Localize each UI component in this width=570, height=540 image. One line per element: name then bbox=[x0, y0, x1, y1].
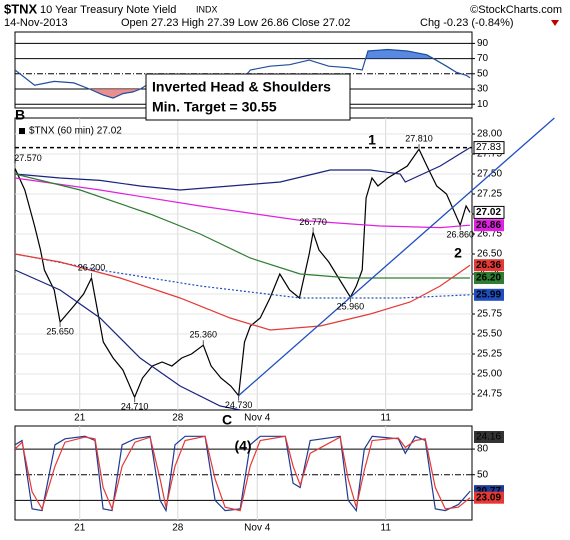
series-line bbox=[15, 253, 471, 299]
series-line bbox=[15, 269, 241, 410]
end-value-label: 26.36 bbox=[476, 260, 501, 271]
y-tick-label: 50 bbox=[477, 469, 489, 480]
value-box bbox=[474, 219, 504, 232]
value-box bbox=[474, 491, 504, 504]
y-tick-label: 90 bbox=[477, 38, 489, 49]
wave-label: C bbox=[222, 412, 232, 428]
value-box bbox=[474, 272, 504, 284]
point-label: 24.730 bbox=[225, 400, 253, 410]
y-tick-label: 26.75 bbox=[477, 229, 502, 240]
series-line bbox=[15, 148, 471, 399]
legend-label: $TNX (60 min) 27.02 bbox=[29, 126, 122, 137]
value-box bbox=[473, 141, 505, 155]
panel-frame bbox=[14, 117, 473, 411]
value-box bbox=[474, 431, 504, 443]
end-value-label: 25.99 bbox=[476, 289, 501, 300]
y-tick-label: 25.75 bbox=[477, 309, 502, 320]
y-tick-label: 24.75 bbox=[477, 389, 502, 400]
point-label: 26.770 bbox=[299, 217, 327, 227]
y-tick-label: 50 bbox=[477, 68, 489, 79]
top-value-label: 24.16 bbox=[476, 432, 501, 443]
symbol: $TNX bbox=[4, 1, 38, 16]
hline-label: 27.83 bbox=[476, 142, 501, 153]
point-label: 27.570 bbox=[14, 153, 42, 163]
value-box bbox=[474, 259, 504, 272]
series-line bbox=[15, 435, 471, 512]
x-tick-label: Nov 4 bbox=[244, 523, 271, 534]
y-tick-label: 30 bbox=[477, 84, 489, 95]
x-tick-label: 11 bbox=[381, 523, 392, 534]
y-tick-label: 27.25 bbox=[477, 189, 502, 200]
y-tick-label: 26.50 bbox=[477, 249, 502, 260]
y-tick-label: 25.25 bbox=[477, 349, 502, 360]
point-label: 25.650 bbox=[46, 326, 74, 336]
y-tick-label: 10 bbox=[477, 99, 489, 110]
value-box bbox=[474, 288, 504, 301]
series-line bbox=[15, 147, 471, 191]
y-tick-label: 25.50 bbox=[477, 329, 502, 340]
quote: Open 27.23 High 27.39 Low 26.86 Close 27… bbox=[121, 17, 350, 29]
y-tick-label: 70 bbox=[477, 53, 489, 64]
credit: ©StockCharts.com bbox=[470, 4, 562, 16]
trend-line bbox=[238, 117, 555, 397]
down-arrow bbox=[551, 20, 559, 26]
change: Chg -0.23 (-0.84%) bbox=[420, 17, 514, 29]
zone-fill bbox=[365, 49, 434, 59]
value-box bbox=[473, 205, 505, 219]
end-value-label: 23.09 bbox=[476, 492, 501, 503]
x-tick-label: 21 bbox=[74, 523, 86, 534]
y-tick-label: 28.00 bbox=[477, 129, 502, 140]
legend-swatch bbox=[19, 128, 25, 134]
zone-fill bbox=[15, 89, 471, 99]
x-tick-label: 21 bbox=[74, 413, 86, 424]
x-tick-label: 28 bbox=[172, 523, 184, 534]
point-label: 26.860 bbox=[446, 230, 474, 240]
plot-area bbox=[15, 118, 472, 410]
security-name: 10 Year Treasury Note Yield bbox=[40, 4, 176, 16]
exchange: INDX bbox=[196, 4, 218, 14]
x-tick-label: 28 bbox=[172, 413, 184, 424]
wave-label: (4) bbox=[234, 438, 251, 454]
annotation-box bbox=[145, 73, 351, 121]
y-tick-label: 25.00 bbox=[477, 369, 502, 380]
date: 14-Nov-2013 bbox=[4, 17, 68, 29]
end-value-label: 27.02 bbox=[476, 207, 501, 218]
annotation-text: Inverted Head & Shoulders bbox=[152, 79, 331, 95]
end-value-label: 26.86 bbox=[476, 220, 501, 231]
x-tick-label: Nov 4 bbox=[244, 413, 271, 424]
wave-label: 1 bbox=[368, 132, 376, 148]
x-tick-label: 11 bbox=[381, 413, 392, 424]
wave-label: 2 bbox=[454, 245, 462, 261]
point-label: 24.710 bbox=[121, 402, 149, 412]
series-line bbox=[15, 173, 470, 279]
annotation-text: Min. Target = 30.55 bbox=[152, 99, 277, 115]
point-label: 26.200 bbox=[78, 262, 106, 272]
point-label: 25.960 bbox=[337, 302, 365, 312]
series-line bbox=[15, 177, 471, 229]
wave-label: B bbox=[15, 107, 25, 123]
point-label: 27.810 bbox=[405, 134, 433, 144]
end-value-label: 26.20 bbox=[476, 273, 501, 284]
y-tick-label: 27.75 bbox=[477, 149, 502, 160]
point-label: 25.360 bbox=[190, 330, 218, 340]
plot-area bbox=[15, 426, 472, 520]
series-line bbox=[15, 253, 471, 331]
panel-frame bbox=[14, 425, 473, 521]
y-tick-label: 80 bbox=[477, 444, 489, 455]
end-value-label: 30.77 bbox=[476, 486, 501, 497]
